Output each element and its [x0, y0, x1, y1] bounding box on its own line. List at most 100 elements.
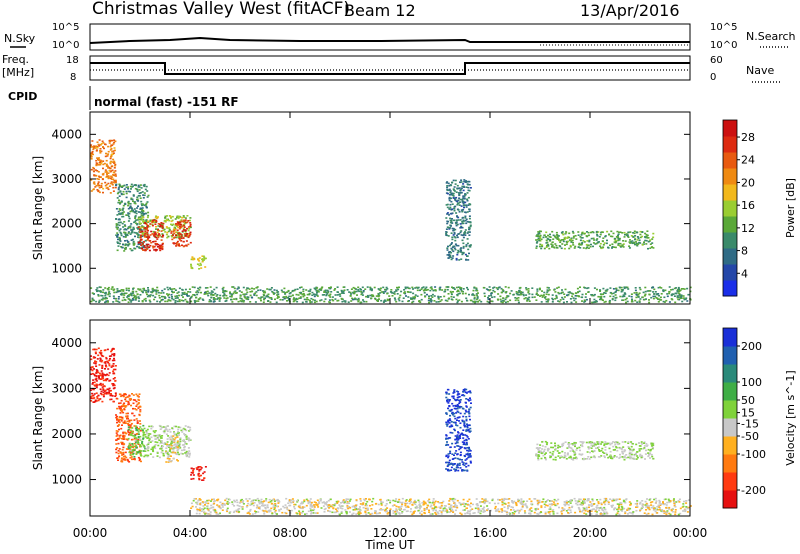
echo-cell	[451, 222, 454, 224]
echo-cell	[472, 294, 475, 296]
echo-cell	[452, 250, 455, 253]
echo-cell	[143, 246, 146, 249]
echo-cell	[127, 295, 130, 297]
echo-cell	[177, 430, 180, 433]
echo-cell	[430, 295, 433, 297]
echo-cell	[163, 296, 166, 298]
echo-cell	[563, 247, 566, 250]
echo-cell	[463, 179, 466, 181]
echo-cell	[134, 220, 137, 223]
echo-cell	[173, 237, 176, 239]
echo-cell	[446, 181, 449, 183]
echo-cell	[175, 236, 178, 239]
echo-cell	[450, 200, 453, 203]
echo-cell	[588, 240, 591, 243]
echo-cell	[166, 293, 168, 295]
echo-cell	[429, 287, 432, 289]
echo-cell	[630, 453, 633, 456]
echo-cell	[361, 294, 364, 296]
echo-cell	[152, 246, 155, 249]
echo-cell	[145, 291, 148, 294]
echo-cell	[460, 209, 463, 211]
echo-cell	[113, 141, 116, 144]
echo-cell	[137, 433, 140, 435]
echo-cell	[182, 219, 185, 222]
echo-cell	[351, 297, 354, 300]
echo-cell	[603, 242, 606, 244]
echo-cell	[132, 210, 135, 213]
echo-cell	[145, 289, 148, 292]
echo-cell	[104, 301, 106, 304]
echo-cell	[97, 394, 100, 397]
echo-cell	[137, 234, 140, 236]
echo-cell	[271, 290, 274, 293]
echo-cell	[453, 415, 456, 418]
echo-cell	[148, 249, 151, 252]
echo-cell	[170, 460, 173, 462]
echo-cell	[683, 500, 685, 503]
echo-cell	[92, 401, 95, 403]
echo-cell	[447, 437, 450, 439]
echo-cell	[106, 388, 109, 390]
freq-left-label-2: [MHz]	[2, 66, 34, 79]
echo-cell	[672, 293, 675, 296]
echo-cell	[435, 301, 438, 303]
echo-cell	[115, 184, 118, 187]
echo-cell	[173, 425, 176, 428]
echo-cell	[112, 384, 115, 387]
echo-cell	[355, 288, 357, 290]
echo-cell	[446, 192, 449, 195]
echo-region	[127, 424, 147, 458]
echo-cell	[183, 291, 186, 294]
echo-cell	[93, 147, 95, 149]
echo-cell	[564, 455, 567, 458]
echo-cell	[139, 410, 142, 413]
echo-cell	[596, 288, 598, 291]
echo-cell	[136, 232, 139, 234]
echo-cell	[133, 437, 136, 440]
echo-cell	[149, 234, 152, 236]
echo-cell	[180, 294, 183, 297]
echo-cell	[108, 169, 111, 172]
echo-cell	[147, 437, 150, 439]
echo-cell	[106, 173, 108, 176]
echo-cell	[181, 444, 184, 446]
echo-cell	[97, 354, 100, 357]
echo-cell	[541, 441, 544, 443]
echo-cell	[559, 457, 562, 459]
echo-cell	[131, 290, 134, 293]
echo-cell	[448, 297, 450, 300]
echo-cell	[198, 268, 201, 270]
echo-cell	[633, 454, 636, 457]
echo-cell	[552, 446, 554, 449]
echo-cell	[112, 150, 115, 152]
echo-cell	[415, 505, 418, 508]
echo-cell	[453, 219, 455, 222]
echo-region	[90, 347, 117, 403]
echo-cell	[169, 300, 172, 302]
echo-cell	[161, 298, 164, 301]
echo-cell	[453, 446, 456, 448]
echo-cell	[466, 424, 469, 427]
echo-cell	[687, 293, 690, 296]
echo-cell	[488, 286, 491, 288]
echo-cell	[634, 237, 637, 240]
echo-cell	[181, 289, 184, 291]
echo-cell	[647, 247, 649, 250]
echo-cell	[146, 225, 149, 227]
echo-cell	[176, 216, 178, 219]
echo-cell	[122, 190, 125, 193]
echo-cell	[139, 444, 142, 446]
echo-cell	[426, 288, 429, 291]
echo-cell	[125, 186, 128, 189]
echo-cell	[108, 139, 111, 142]
echo-cell	[231, 293, 234, 296]
echo-cell	[593, 298, 596, 301]
echo-cell	[168, 458, 171, 460]
echo-cell	[129, 233, 132, 235]
echo-cell	[205, 291, 208, 293]
echo-cell	[91, 395, 94, 397]
echo-cell	[379, 289, 382, 291]
echo-cell	[362, 299, 364, 301]
echo-cell	[103, 349, 106, 352]
